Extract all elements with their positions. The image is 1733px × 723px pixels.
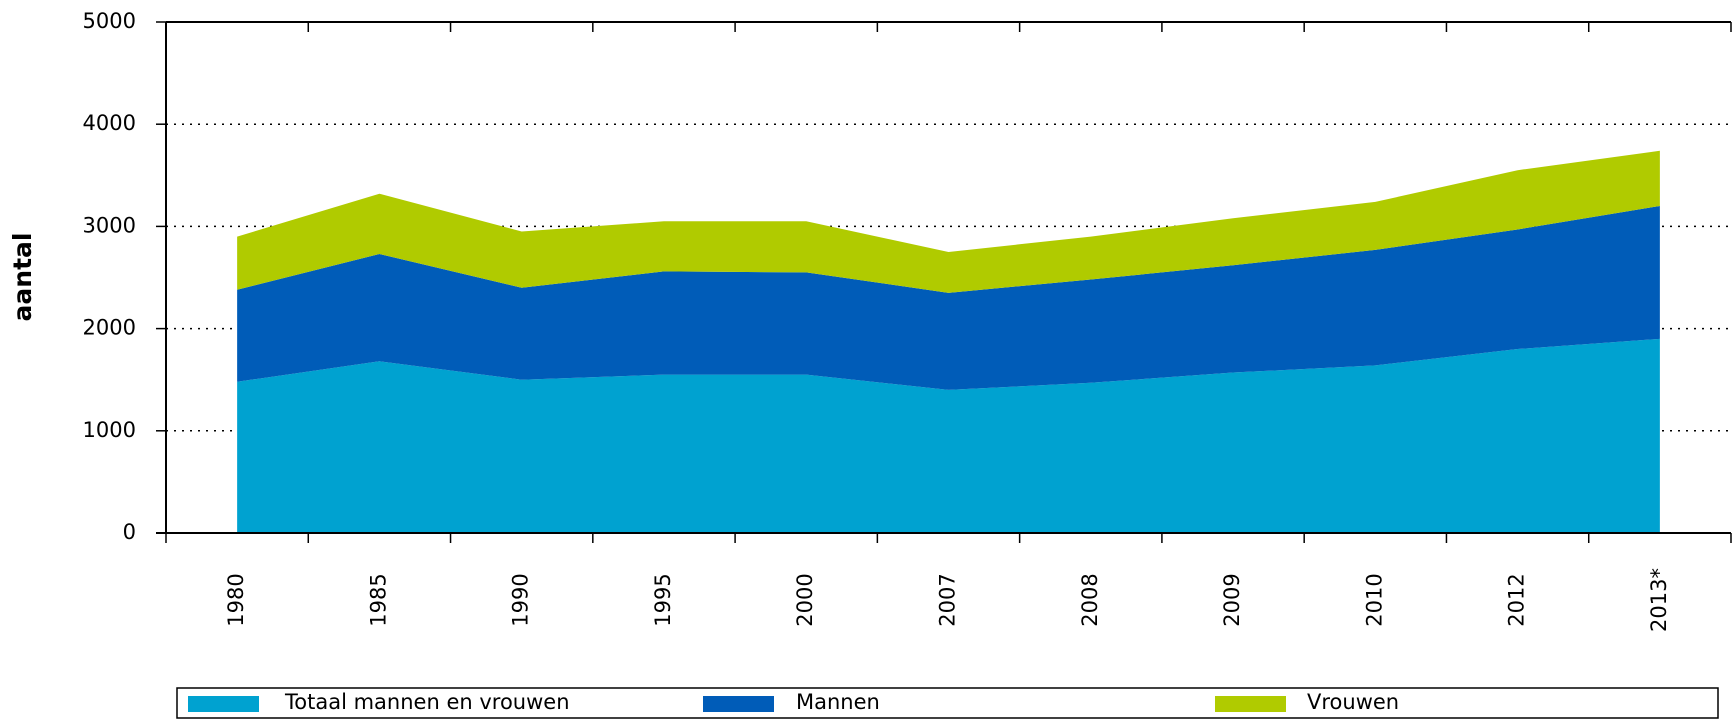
y-tick-label: 0: [123, 520, 136, 544]
x-tick-label: 2007: [936, 573, 960, 626]
y-tick-label: 1000: [83, 418, 136, 442]
legend-box: [176, 687, 1719, 719]
y-tick-label: 2000: [83, 316, 136, 340]
x-tick-label: 2010: [1362, 573, 1386, 626]
y-axis-label: aantal: [8, 233, 37, 322]
x-tick-label: 2000: [793, 573, 817, 626]
area: [237, 205, 1660, 390]
x-tick-label: 2008: [1078, 573, 1102, 626]
legend-swatch: [703, 696, 774, 712]
x-tick-label: 2009: [1220, 573, 1244, 626]
x-tick-label: 1995: [651, 573, 675, 626]
legend-swatch: [1215, 696, 1286, 712]
area: [237, 150, 1660, 293]
legend-label: Vrouwen: [1307, 690, 1399, 714]
y-tick-label: 5000: [83, 9, 136, 33]
x-tick-label: 1980: [224, 573, 248, 626]
area: [237, 338, 1660, 533]
legend-swatch: [188, 696, 259, 712]
x-tick-label: 2012: [1505, 573, 1529, 626]
y-tick-label: 3000: [83, 213, 136, 237]
x-tick-label: 1985: [366, 573, 390, 626]
x-tick-label: 2013*: [1647, 568, 1671, 632]
legend-label: Totaal mannen en vrouwen: [284, 690, 570, 714]
legend-label: Mannen: [796, 690, 880, 714]
x-tick-label: 1990: [509, 573, 533, 626]
y-tick-label: 4000: [83, 111, 136, 135]
